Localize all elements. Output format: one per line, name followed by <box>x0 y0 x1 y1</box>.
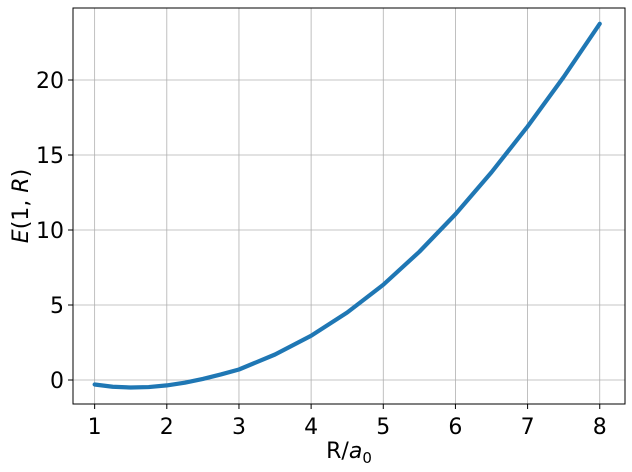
y-tick-label: 15 <box>36 144 64 169</box>
x-tick-label: 2 <box>160 415 174 440</box>
y-tick-label: 0 <box>50 369 64 394</box>
x-tick-label: 7 <box>521 415 535 440</box>
y-axis-label-close: ) <box>9 169 34 178</box>
y-tick-label: 10 <box>36 219 64 244</box>
x-tick-label: 5 <box>376 415 390 440</box>
y-axis-label: E(1, R) <box>9 169 34 243</box>
x-axis-label-symbol: a <box>349 439 362 464</box>
x-tick-label: 1 <box>88 415 102 440</box>
y-axis-label-func: E <box>9 229 34 243</box>
x-tick-label: 6 <box>448 415 462 440</box>
y-tick-label: 5 <box>50 294 64 319</box>
x-axis-label-prefix: R/ <box>326 439 349 464</box>
x-tick-label: 8 <box>593 415 607 440</box>
ticks: 1 2 3 4 5 6 7 8 0 5 10 15 20 <box>36 69 607 440</box>
grid <box>73 8 625 404</box>
series-layer <box>92 21 602 390</box>
y-axis-label-open: (1, <box>9 193 34 230</box>
x-tick-label: 3 <box>232 415 246 440</box>
axes-frame <box>72 7 626 405</box>
x-axis-label-subscript: 0 <box>362 449 372 467</box>
y-tick-label: 20 <box>36 69 64 94</box>
y-axis-label-arg: R <box>9 177 34 192</box>
series-line <box>92 21 602 390</box>
x-axis-label: R/a0 <box>326 439 372 467</box>
x-tick-label: 4 <box>304 415 318 440</box>
